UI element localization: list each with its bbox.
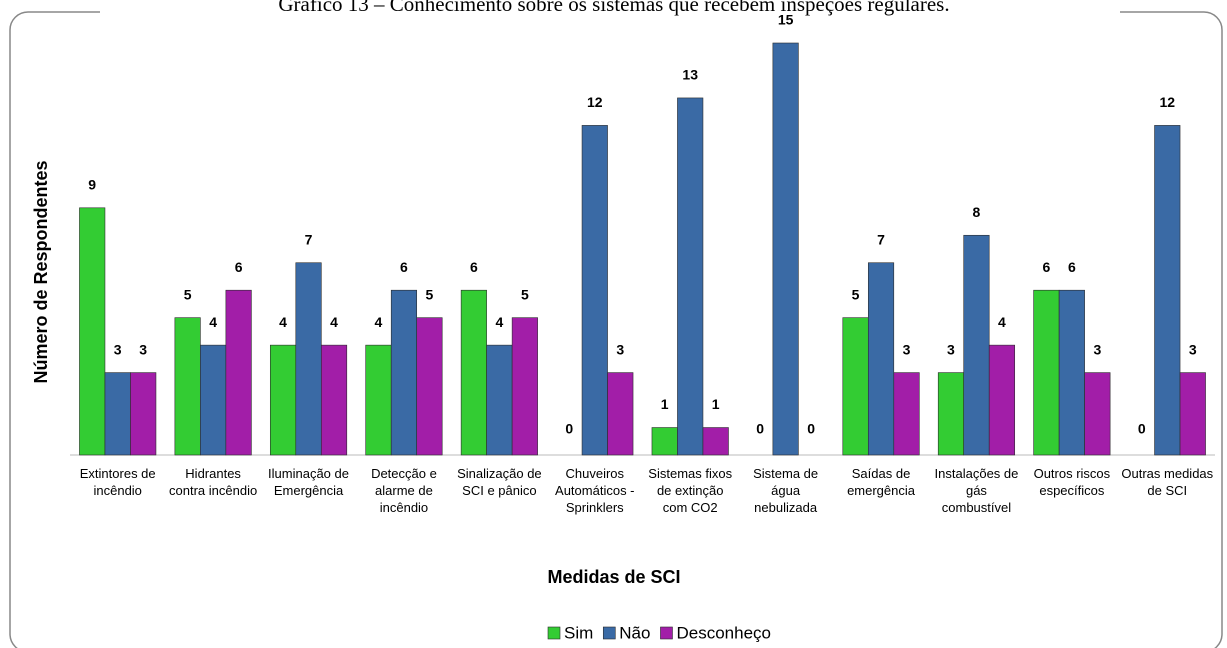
data-label: 9 [88,177,96,193]
data-label: 7 [305,231,313,247]
legend-swatch [547,626,561,640]
x-tick-label: Outros riscos específicos [1033,466,1111,498]
data-label: 4 [375,314,383,330]
data-label: 1 [712,396,720,412]
bar [365,344,392,456]
data-label: 4 [330,314,338,330]
bar [772,42,799,456]
data-label: 0 [807,421,815,437]
data-label: 3 [616,341,624,357]
data-label: 6 [400,259,408,275]
title-bg [100,0,1120,22]
data-label: 5 [426,286,434,302]
x-axis-label: Medidas de SCI [547,567,680,587]
data-label: 13 [682,67,698,83]
data-label: 3 [139,341,147,357]
x-tick-label: Sistemas fixos de extinção com CO2 [648,466,733,515]
data-label: 15 [778,12,794,28]
bar [937,372,965,456]
legend-label: Não [619,623,650,642]
data-label: 1 [661,396,669,412]
data-label: 6 [1068,259,1076,275]
data-label: 3 [903,341,911,357]
bar [867,262,895,456]
bar [295,262,322,456]
x-tick-label: Saídas de emergência [847,466,915,498]
legend-label: Desconheço [676,623,771,642]
bar [988,344,1016,456]
bar [1179,372,1206,456]
chart-title: Gráfico 13 – Conhecimento sobre os siste… [278,0,949,16]
bar [702,427,729,456]
data-label: 4 [495,314,503,330]
y-axis-label: Número de Respondentes [31,160,51,383]
data-label: 4 [998,314,1006,330]
bar [130,372,157,456]
bar [1033,289,1060,456]
bar [486,344,513,456]
bar [460,289,487,456]
data-label: 0 [1138,421,1146,437]
data-label: 12 [587,94,603,110]
data-label: 6 [1042,259,1050,275]
x-tick-label: Chuveiros Automáticos - Sprinklers [555,466,635,515]
bar [1084,372,1111,456]
data-label: 0 [565,421,573,437]
x-tick-label: Detecção e alarme de incêndio [371,466,437,515]
x-tick-label: Sistema de água nebulizada [753,466,819,515]
bar [104,372,131,456]
bar [174,317,201,456]
data-label: 0 [756,421,764,437]
data-label: 3 [947,341,955,357]
x-tick-label: Outras medidas de SCI [1121,466,1214,498]
bar [651,427,678,456]
x-tick-label: Sinalização de SCI e pânico [457,466,542,498]
data-label: 8 [973,204,981,220]
data-label: 7 [877,231,885,247]
bar [581,125,608,456]
bar [963,234,990,456]
data-label: 4 [209,314,217,330]
legend-label: Sim [564,623,593,642]
x-tick-label: Instalações de gás combustível [934,466,1019,515]
x-tick-label: Extintores de incêndio [79,466,156,498]
data-label: 5 [184,286,192,302]
bar [416,317,443,456]
bar [677,97,704,456]
bar [320,344,348,456]
data-label: 6 [470,259,478,275]
data-label: 12 [1160,94,1176,110]
x-tick-label: Hidrantes contra incêndio [169,466,258,498]
data-label: 4 [279,314,287,330]
data-label: 3 [1093,341,1101,357]
bar [511,317,538,456]
data-label: 5 [521,286,529,302]
bar [1154,125,1181,456]
data-label: 5 [852,286,860,302]
data-label: 3 [114,341,122,357]
bar [390,289,418,456]
bar [842,317,869,456]
bar [225,289,252,456]
legend-swatch [660,626,673,640]
bar [893,372,920,456]
x-tick-label: Iluminação de Emergência [268,466,349,498]
legend-swatch [602,626,616,640]
data-label: 3 [1189,341,1197,357]
bar [269,344,297,456]
bar [79,207,106,456]
data-label: 6 [235,259,243,275]
bar [200,344,227,456]
bar [1058,289,1085,456]
bar [607,372,634,456]
